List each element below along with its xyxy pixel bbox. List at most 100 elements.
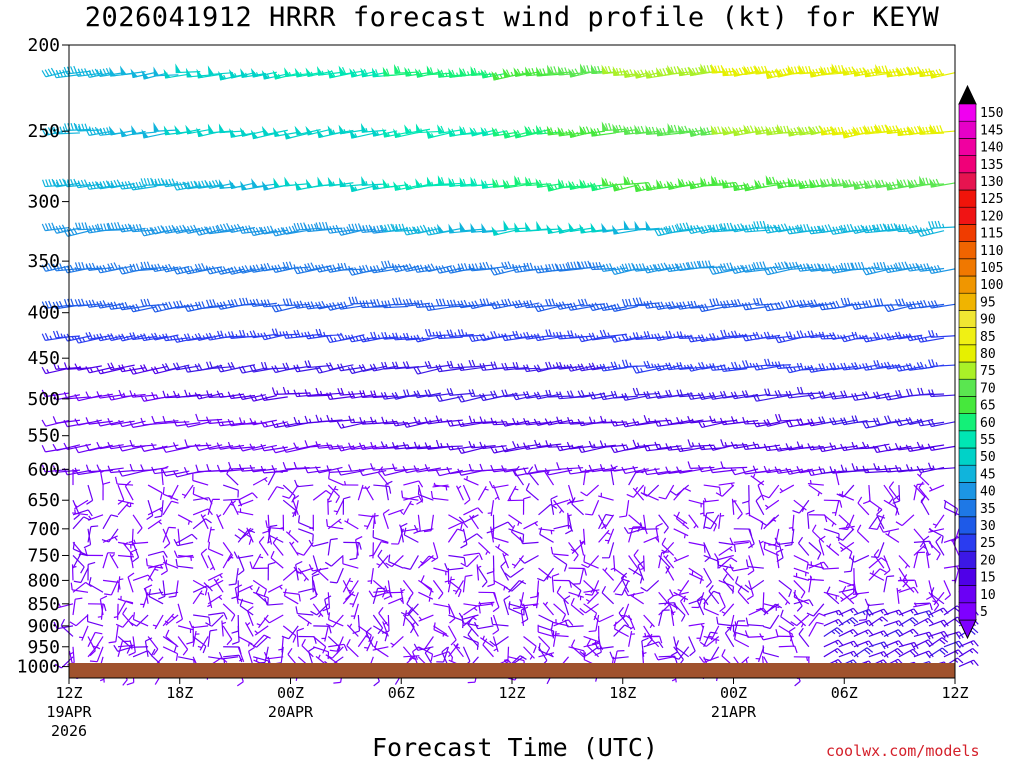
barb-pennant <box>393 128 401 138</box>
barb-full <box>99 127 104 136</box>
wind-barb <box>665 301 693 310</box>
barb-full <box>709 298 713 306</box>
barb-full <box>687 301 691 309</box>
barb-full <box>41 419 47 427</box>
barb-full <box>766 331 771 339</box>
barb-full <box>227 299 232 308</box>
wind-barb <box>762 484 780 499</box>
barb-full <box>780 261 786 269</box>
barb-full <box>632 418 637 426</box>
barb-shaft <box>222 484 239 491</box>
barb-full <box>216 224 221 232</box>
barb-pennant <box>228 69 237 79</box>
barb-half <box>924 337 928 342</box>
barb-shaft <box>482 468 507 472</box>
barb-half <box>826 365 829 370</box>
barb-full <box>790 179 795 187</box>
barb-full <box>815 68 820 76</box>
wind-barb <box>325 302 354 311</box>
barb-pennant <box>775 179 784 189</box>
barb-full <box>613 267 619 275</box>
barb-full <box>484 127 489 136</box>
wind-barb <box>217 330 245 339</box>
barb-full <box>347 335 353 343</box>
barb-full <box>490 446 495 454</box>
wind-barb <box>388 508 404 516</box>
barb-half <box>277 73 281 78</box>
barb-full <box>293 416 298 425</box>
barb-full <box>905 333 911 341</box>
barb-full <box>391 419 396 427</box>
barb-full <box>430 490 434 499</box>
wind-barb <box>785 419 813 428</box>
barb-full <box>635 297 640 305</box>
barb-pennant <box>568 180 576 190</box>
barb-full <box>665 264 670 272</box>
wind-barb <box>673 487 692 501</box>
barb-full <box>752 394 757 402</box>
barb-full <box>715 266 720 274</box>
barb-full <box>662 68 667 76</box>
barb-full <box>271 446 276 454</box>
barb-full <box>289 298 293 306</box>
barb-full <box>74 262 79 270</box>
barb-shaft <box>876 394 901 400</box>
barb-full <box>774 225 779 233</box>
barb-shaft <box>384 336 409 340</box>
barb-half <box>658 421 662 427</box>
barb-shaft <box>373 467 398 471</box>
barb-full <box>208 332 214 340</box>
barb-shaft <box>625 335 649 342</box>
barb-shaft <box>55 132 80 135</box>
barb-full <box>48 179 53 187</box>
barb-full <box>871 224 876 233</box>
barb-full <box>113 262 118 270</box>
barb-shaft <box>745 229 770 233</box>
wind-barb <box>785 225 813 235</box>
barb-full <box>936 125 940 133</box>
barb-pennant <box>710 175 718 186</box>
wind-barb <box>588 362 617 371</box>
wind-barb <box>709 298 737 307</box>
barb-full <box>55 70 60 78</box>
barb-full <box>632 387 637 396</box>
barb-shaft <box>504 446 529 453</box>
wind-barb <box>183 180 212 190</box>
barb-full <box>898 389 903 398</box>
wind-barb <box>446 329 474 338</box>
barb-full <box>821 390 826 398</box>
barb-full <box>365 300 370 308</box>
barb-full <box>165 179 170 187</box>
barb-shaft <box>504 420 529 427</box>
barb-full <box>838 264 843 272</box>
wind-barb <box>907 65 934 76</box>
barb-half <box>354 186 358 191</box>
barb-shaft <box>110 444 135 450</box>
barb-full <box>935 69 941 77</box>
wind-barb <box>763 265 792 276</box>
barb-full <box>187 333 192 341</box>
barb-pennant <box>634 124 641 135</box>
barb-half <box>424 266 428 272</box>
barb-full <box>515 300 520 308</box>
barb-full <box>903 127 908 135</box>
barb-shaft <box>701 421 726 429</box>
barb-shaft <box>220 422 245 427</box>
barb-full <box>139 223 143 232</box>
barb-half <box>265 395 268 401</box>
wind-barb <box>764 388 791 397</box>
barb-full <box>595 262 599 270</box>
barb-half <box>260 266 264 271</box>
barb-shaft <box>87 484 94 501</box>
barb-full <box>777 224 782 232</box>
barb-shaft <box>449 422 474 427</box>
barb-full <box>619 265 625 273</box>
barb-full <box>669 181 675 189</box>
barb-full <box>375 69 379 77</box>
barb-full <box>205 267 211 275</box>
wind-barb <box>413 416 441 425</box>
barb-full <box>708 443 714 451</box>
barb-full <box>580 363 586 371</box>
barb-full <box>726 222 731 231</box>
barb-full <box>774 466 779 474</box>
